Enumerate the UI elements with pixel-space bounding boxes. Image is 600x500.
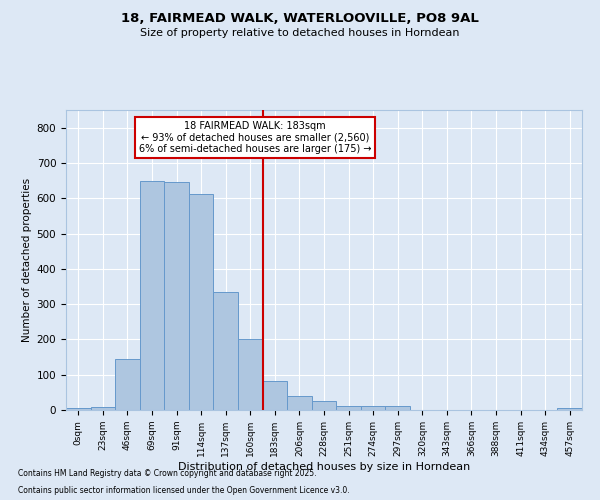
Bar [361, 406, 385, 410]
Bar [312, 401, 336, 410]
Bar [385, 406, 410, 410]
Text: Contains HM Land Registry data © Crown copyright and database right 2025.: Contains HM Land Registry data © Crown c… [18, 468, 317, 477]
Bar [557, 408, 582, 410]
Bar [214, 292, 238, 410]
Bar [189, 194, 214, 410]
Bar [140, 182, 164, 410]
Bar [66, 408, 91, 410]
Bar [287, 396, 312, 410]
Text: Size of property relative to detached houses in Horndean: Size of property relative to detached ho… [140, 28, 460, 38]
Y-axis label: Number of detached properties: Number of detached properties [22, 178, 32, 342]
Bar [238, 340, 263, 410]
Text: Contains public sector information licensed under the Open Government Licence v3: Contains public sector information licen… [18, 486, 350, 495]
Text: 18 FAIRMEAD WALK: 183sqm
← 93% of detached houses are smaller (2,560)
6% of semi: 18 FAIRMEAD WALK: 183sqm ← 93% of detach… [139, 120, 371, 154]
Text: 18, FAIRMEAD WALK, WATERLOOVILLE, PO8 9AL: 18, FAIRMEAD WALK, WATERLOOVILLE, PO8 9A… [121, 12, 479, 26]
X-axis label: Distribution of detached houses by size in Horndean: Distribution of detached houses by size … [178, 462, 470, 471]
Bar [164, 182, 189, 410]
Bar [91, 407, 115, 410]
Bar [336, 406, 361, 410]
Bar [263, 380, 287, 410]
Bar [115, 359, 140, 410]
